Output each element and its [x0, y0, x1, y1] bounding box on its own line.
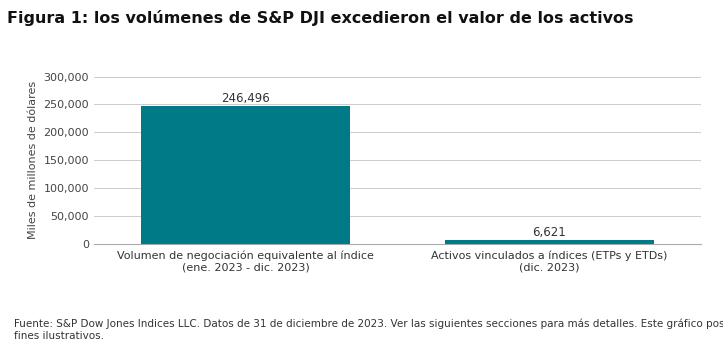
Text: Fuente: S&P Dow Jones Indices LLC. Datos de 31 de diciembre de 2023. Ver las sig: Fuente: S&P Dow Jones Indices LLC. Datos… — [14, 319, 723, 341]
Bar — [445, 240, 654, 244]
Bar — [142, 106, 350, 244]
Text: 246,496: 246,496 — [221, 92, 270, 105]
Text: 6,621: 6,621 — [533, 226, 566, 238]
Text: Figura 1: los volúmenes de S&P DJI excedieron el valor de los activos: Figura 1: los volúmenes de S&P DJI exced… — [7, 10, 634, 26]
Y-axis label: Miles de millones de dólares: Miles de millones de dólares — [28, 81, 38, 239]
